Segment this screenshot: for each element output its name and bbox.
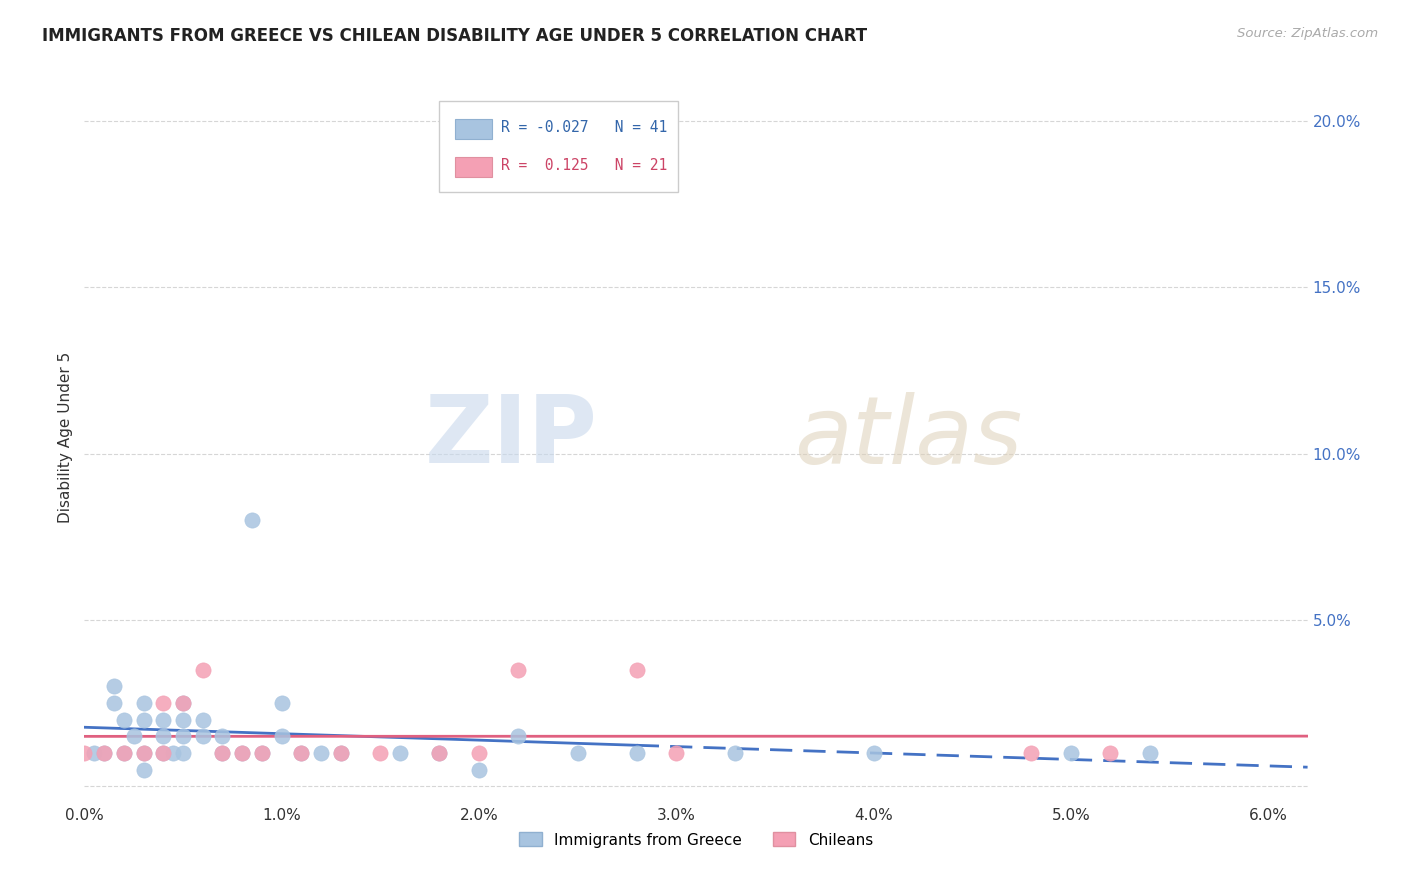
Text: IMMIGRANTS FROM GREECE VS CHILEAN DISABILITY AGE UNDER 5 CORRELATION CHART: IMMIGRANTS FROM GREECE VS CHILEAN DISABI… <box>42 27 868 45</box>
Point <box>368 746 391 760</box>
Y-axis label: Disability Age Under 5: Disability Age Under 5 <box>58 351 73 523</box>
Point <box>112 746 135 760</box>
Point <box>191 663 214 677</box>
Text: R =  0.125   N = 21: R = 0.125 N = 21 <box>502 158 668 173</box>
Text: R = -0.027   N = 41: R = -0.027 N = 41 <box>502 120 668 136</box>
Point <box>122 729 145 743</box>
Point <box>132 696 155 710</box>
Point <box>191 713 214 727</box>
Point <box>93 746 115 760</box>
Point <box>152 746 174 760</box>
Point <box>211 746 233 760</box>
Point <box>172 713 194 727</box>
Point <box>240 513 263 527</box>
Point <box>162 746 184 760</box>
Point <box>152 713 174 727</box>
Point <box>250 746 273 760</box>
Point <box>152 696 174 710</box>
Bar <box>456 157 492 178</box>
Text: atlas: atlas <box>794 392 1022 483</box>
FancyBboxPatch shape <box>439 101 678 192</box>
Point <box>132 763 155 777</box>
Point <box>626 746 648 760</box>
Point <box>132 746 155 760</box>
Point <box>172 696 194 710</box>
Point <box>231 746 253 760</box>
Point <box>112 713 135 727</box>
Text: ZIP: ZIP <box>425 391 598 483</box>
Point <box>83 746 105 760</box>
Point <box>270 729 292 743</box>
Point <box>250 746 273 760</box>
Point <box>132 746 155 760</box>
Point <box>862 746 884 760</box>
Point <box>468 763 491 777</box>
Point <box>112 746 135 760</box>
Point <box>309 746 332 760</box>
Point <box>468 746 491 760</box>
Point <box>1060 746 1083 760</box>
Point <box>724 746 747 760</box>
Point <box>389 746 412 760</box>
Point <box>429 746 451 760</box>
Point <box>172 729 194 743</box>
Point <box>211 746 233 760</box>
Point <box>508 663 530 677</box>
Text: Source: ZipAtlas.com: Source: ZipAtlas.com <box>1237 27 1378 40</box>
Point <box>93 746 115 760</box>
Point <box>270 696 292 710</box>
Point <box>1099 746 1122 760</box>
Point <box>132 713 155 727</box>
Point <box>231 746 253 760</box>
Point <box>73 746 96 760</box>
Point <box>626 663 648 677</box>
Point <box>329 746 352 760</box>
Point <box>429 746 451 760</box>
Point <box>290 746 312 760</box>
Point <box>103 696 125 710</box>
Bar <box>456 119 492 139</box>
Point <box>172 696 194 710</box>
Point <box>1021 746 1043 760</box>
Point <box>329 746 352 760</box>
Point <box>211 729 233 743</box>
Point <box>172 746 194 760</box>
Point <box>103 680 125 694</box>
Point <box>191 729 214 743</box>
Point <box>152 746 174 760</box>
Legend: Immigrants from Greece, Chileans: Immigrants from Greece, Chileans <box>513 826 879 854</box>
Point <box>290 746 312 760</box>
Point <box>508 729 530 743</box>
Point <box>665 746 688 760</box>
Point <box>567 746 589 760</box>
Point <box>152 729 174 743</box>
Point <box>1139 746 1161 760</box>
